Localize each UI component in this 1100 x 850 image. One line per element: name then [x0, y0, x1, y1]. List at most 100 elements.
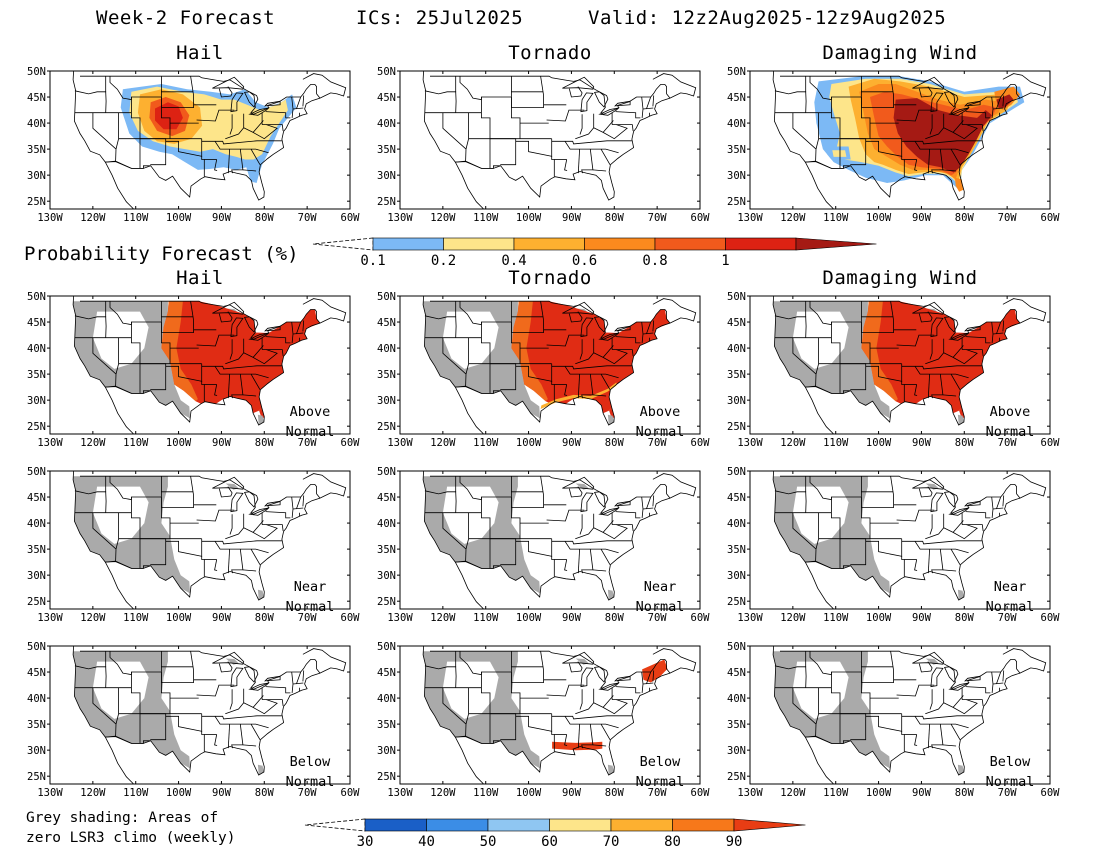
non-zero-climo [442, 486, 499, 544]
lon-tick-label: 80W [955, 437, 975, 449]
coastline-west [72, 646, 134, 784]
state-boundary [865, 715, 903, 732]
hail-prob-1 [155, 102, 183, 130]
colorbar-segment [672, 818, 735, 832]
state-boundary [292, 332, 304, 335]
great-lake [243, 91, 259, 108]
state-boundary [551, 363, 555, 402]
state-boundary [840, 138, 867, 166]
state-boundary [161, 651, 195, 683]
lon-tick-label: 80W [605, 212, 625, 224]
state-boundary [201, 713, 205, 752]
state-boundary [131, 97, 141, 169]
state-boundary [929, 114, 933, 135]
category-label-line1: Above [640, 404, 681, 420]
great-lake [598, 107, 620, 116]
lat-tick-label: 30N [727, 395, 746, 407]
state-boundary [252, 349, 278, 365]
state-boundary [214, 384, 218, 396]
great-lake [912, 76, 945, 90]
state-boundary [952, 524, 978, 540]
great-lake [248, 682, 270, 691]
state-boundary [140, 538, 167, 566]
lat-tick-label: 25N [727, 196, 746, 208]
state-boundary [942, 569, 957, 572]
great-lake [593, 666, 609, 683]
coastline-gulf-east [455, 473, 697, 601]
state-boundary [615, 336, 641, 344]
state-boundary [227, 549, 230, 574]
state-boundary [265, 511, 291, 519]
lon-tick-label: 80W [605, 612, 625, 624]
coastline-gulf-east [805, 473, 1047, 601]
state-boundary [459, 476, 512, 501]
lat-tick-label: 50N [727, 641, 746, 653]
great-lake [598, 507, 620, 516]
lon-tick-label: 130W [37, 437, 63, 449]
state-boundary [551, 538, 555, 577]
state-boundary [161, 76, 195, 108]
lon-tick-label: 110W [123, 612, 149, 624]
state-boundary [424, 90, 457, 95]
above-normal-edge [861, 301, 898, 402]
great-lake [964, 675, 981, 682]
coastline-west [72, 471, 134, 609]
colorbar-label: 0.8 [642, 253, 667, 269]
state-boundary [652, 95, 655, 107]
state-boundary [642, 682, 654, 685]
lon-tick-label: 80W [255, 212, 275, 224]
border-us-mexico [805, 735, 851, 744]
coastline-gulf-east [105, 648, 347, 776]
lon-tick-label: 130W [37, 212, 63, 224]
state-boundary [600, 148, 611, 165]
lat-tick-label: 40N [377, 693, 396, 705]
basemap [772, 471, 1047, 609]
border-us-canada [430, 300, 671, 340]
great-lake [243, 316, 259, 333]
lon-tick-label: 90W [562, 787, 582, 799]
state-boundary [809, 476, 862, 501]
great-lake [230, 92, 244, 113]
state-boundary [250, 723, 261, 740]
state-boundary [511, 76, 545, 108]
lat-tick-label: 40N [727, 343, 746, 355]
state-boundary [490, 138, 517, 166]
state-boundary [652, 320, 655, 332]
great-lake [964, 500, 981, 507]
state-boundary [914, 366, 969, 379]
wind-prob-sw-0.2 [832, 150, 847, 157]
state-boundary [615, 686, 641, 694]
lat-tick-label: 45N [27, 92, 46, 104]
state-boundary [581, 724, 594, 749]
state-boundary [950, 723, 961, 740]
colorbar-low-arrow [312, 237, 374, 251]
lon-tick-label: 120W [80, 212, 106, 224]
border-us-mexico [105, 385, 151, 394]
border-us-canada [780, 650, 1021, 690]
lon-tick-label: 110W [473, 437, 499, 449]
state-boundary [231, 549, 244, 574]
state-boundary [109, 301, 162, 326]
state-boundary [831, 672, 841, 744]
great-lake [230, 667, 244, 688]
lat-tick-label: 50N [27, 66, 46, 78]
border-us-mexico [105, 160, 151, 169]
lon-tick-label: 90W [562, 612, 582, 624]
state-boundary [577, 374, 580, 399]
basemap [422, 71, 697, 209]
state-boundary [229, 114, 233, 135]
lat-tick-label: 40N [27, 343, 46, 355]
lon-tick-label: 130W [737, 212, 763, 224]
coastline-west [772, 471, 834, 609]
non-zero-climo [442, 311, 499, 369]
great-lake [930, 92, 944, 113]
category-label-line2: Normal [636, 774, 685, 790]
border-us-mexico [805, 385, 851, 394]
state-boundary [262, 124, 284, 131]
state-boundary [92, 112, 117, 150]
state-boundary [92, 512, 117, 550]
shading [773, 476, 964, 601]
state-boundary [214, 716, 269, 729]
lon-tick-label: 90W [562, 212, 582, 224]
state-boundary [918, 661, 933, 673]
